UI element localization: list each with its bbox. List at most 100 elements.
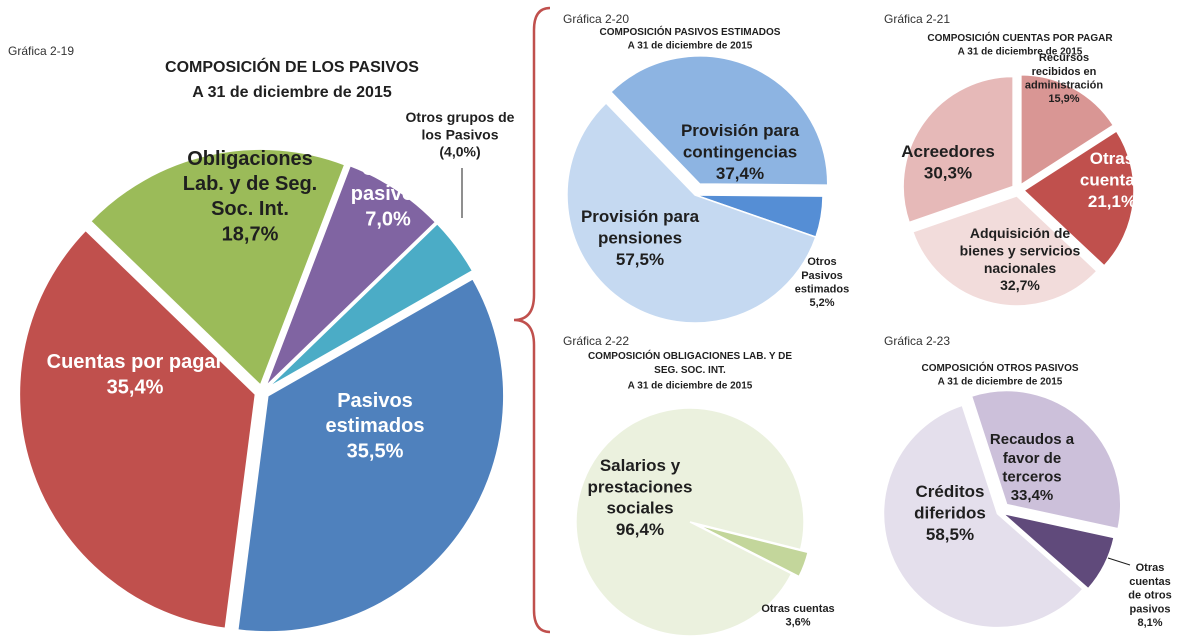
pie-slice	[697, 524, 810, 578]
pie-slice	[265, 164, 437, 387]
slice-label: Otros Pasivos estimados	[795, 256, 849, 296]
pie-slice	[911, 195, 1098, 307]
value-label: 35,5%	[347, 440, 404, 462]
chart-subtitle: A 31 de diciembre de 2015	[628, 41, 753, 52]
pie-slice	[970, 389, 1122, 530]
brace	[513, 6, 551, 634]
value-label: 8,1%	[1137, 617, 1162, 629]
title-line: COMPOSICIÓN DE LOS PASIVOS	[165, 57, 419, 76]
slice-label-line: contingencias	[683, 143, 797, 162]
value-label: 21,1%	[1088, 192, 1136, 211]
slice-label-line: nacionales	[984, 260, 1057, 276]
pie-slice	[882, 404, 1085, 629]
value-label: 30,3%	[924, 164, 972, 183]
slice-label: Otros grupos de los Pasivos	[406, 109, 515, 143]
chart-label: Gráfica 2-23	[884, 334, 950, 348]
value-label: 3,6%	[785, 617, 810, 629]
slice-label-line: pasivos	[351, 183, 425, 205]
value-label: 5,2%	[809, 297, 834, 309]
chart-subtitle: A 31 de diciembre de 2015	[192, 84, 392, 101]
value-label: 58,5%	[926, 525, 974, 544]
pie-slice	[1020, 73, 1115, 187]
value-label: (4,0%)	[439, 144, 480, 160]
value-label: 18,7%	[222, 223, 279, 245]
pie-slice	[902, 75, 1014, 224]
slice-label: Créditos diferidos	[914, 482, 986, 522]
slice-label: Cuentas por pagar	[47, 351, 224, 373]
pie-slice	[566, 101, 817, 324]
slice-label-line: sociales	[606, 499, 673, 518]
slice-label-line: Créditos	[916, 482, 985, 501]
value-label: 35,4%	[107, 376, 164, 398]
chart-title: COMPOSICIÓN OTROS PASIVOS	[921, 361, 1078, 374]
pie-slice	[575, 407, 805, 637]
chart-title: COMPOSICIÓN DE LOS PASIVOS	[165, 57, 419, 76]
slice-label: Otras cuentas	[761, 603, 834, 615]
slice-label-line: Adquisición de	[970, 225, 1071, 241]
slice-label: Otras cuentas de otros pasivos	[1128, 562, 1171, 615]
title-line: COMPOSICIÓN OBLIGACIONES LAB. Y DE	[588, 349, 792, 362]
slice-label-line: pasivos	[1130, 603, 1171, 615]
slice-label: Adquisición de bienes y servicios nacional…	[960, 225, 1081, 276]
slice-label: Recursos recibidos en administración	[1025, 52, 1104, 92]
slice-label-line: de otros	[1128, 589, 1171, 601]
slice-label-line: Pasivos	[337, 390, 413, 412]
slice-label-line: Recursos	[1039, 52, 1089, 64]
chart-label: Gráfica 2-21	[884, 12, 950, 26]
title-line: SEG. SOC. INT.	[654, 365, 726, 376]
chart-title: COMPOSICIÓN PASIVOS ESTIMADOS	[600, 25, 781, 38]
slice-label: Recaudos a favor de terceros	[990, 431, 1075, 486]
slice-label-line: estimados	[326, 415, 425, 437]
slice-label-line: favor de	[1003, 450, 1061, 467]
slice-label-line: estimados	[795, 283, 849, 295]
chart-label: Gráfica 2-22	[563, 334, 629, 348]
slice-label-line: Soc. Int.	[211, 198, 289, 220]
pie-slice	[1022, 129, 1135, 267]
slice-label: Provisión para contingencias	[681, 121, 800, 161]
title-line: COMPOSICIÓN CUENTAS POR PAGAR	[927, 31, 1113, 44]
slice-label: Salarios y prestaciones sociales	[588, 456, 693, 518]
value-label: 15,9%	[1048, 93, 1079, 105]
slice-label-line: bienes y servicios	[960, 242, 1081, 258]
chart-title: COMPOSICIÓN CUENTAS POR PAGAR	[927, 31, 1113, 44]
pie-chart: Gráfica 2-23 COMPOSICIÓN OTROS PASIVOS A 3…	[882, 334, 1163, 629]
slice-label-line: Otros grupos de	[406, 109, 515, 125]
slice-label-line: Provisión para	[681, 121, 800, 140]
title-line: COMPOSICIÓN PASIVOS ESTIMADOS	[600, 25, 781, 38]
slice-label: Pasivos estimados	[326, 390, 425, 437]
pie-slice	[1000, 512, 1115, 590]
slice-label: Otros pasivos	[351, 158, 425, 205]
slice-label: Acreedores	[901, 142, 995, 161]
value-label: 33,4%	[1011, 487, 1054, 504]
chart-title: COMPOSICIÓN OBLIGACIONES LAB. Y DE SEG. S…	[588, 349, 792, 376]
slice-label-line: Otras cuentas	[761, 603, 834, 615]
slice-label-line: Acreedores	[901, 142, 995, 161]
slice-label-line: terceros	[1002, 468, 1061, 485]
value-label: 57,5%	[616, 250, 664, 269]
chart-label: Gráfica 2-19	[8, 44, 74, 58]
value-label: 7,0%	[365, 208, 411, 230]
slice-label-line: diferidos	[914, 504, 986, 523]
chart-subtitle: A 31 de diciembre de 2015	[938, 377, 1063, 388]
slice-label-line: pensiones	[598, 229, 682, 248]
slice-label-line: prestaciones	[588, 478, 693, 497]
pie-slice	[18, 229, 257, 630]
slice-label-line: Recaudos a	[990, 431, 1075, 448]
chart-label: Gráfica 2-20	[563, 12, 629, 26]
slice-label-line: los Pasivos	[421, 126, 498, 142]
pie-slice	[267, 222, 474, 389]
slice-label-line: Cuentas por pagar	[47, 351, 224, 373]
slice-label-line: Provisión para	[581, 207, 700, 226]
slice-label-line: Obligaciones	[187, 148, 313, 170]
pie-slice	[236, 277, 505, 633]
slice-label-line: Pasivos	[801, 270, 843, 282]
slice-label-line: administración	[1025, 79, 1104, 91]
slice-label-line: Otros	[361, 158, 414, 180]
slice-label: Obligaciones Lab. y de Seg. Soc. Int.	[183, 148, 317, 220]
value-label: 32,7%	[1000, 277, 1040, 293]
leader-line	[1107, 557, 1131, 566]
slice-label-line: Otras	[1090, 149, 1134, 168]
